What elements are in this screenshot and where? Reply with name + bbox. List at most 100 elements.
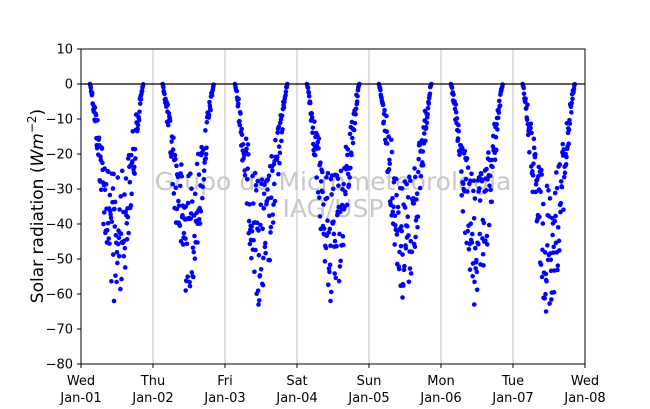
data-point: [335, 176, 341, 182]
data-point: [117, 207, 122, 212]
data-point: [123, 176, 129, 181]
data-point: [334, 243, 339, 249]
data-point: [387, 157, 392, 163]
x-tick-label-date: Jan-06: [419, 391, 461, 406]
data-point: [196, 172, 202, 177]
data-point: [260, 226, 265, 232]
data-point: [247, 202, 252, 207]
data-point: [409, 249, 415, 255]
data-point: [107, 241, 112, 246]
data-point: [465, 189, 470, 194]
data-point: [424, 120, 430, 126]
x-axis: Wed Jan-01 Thu Jan-02 Fri Jan-03 Sat Jan-04 Sun J…: [59, 364, 606, 406]
data-point: [390, 195, 395, 201]
data-point: [407, 266, 413, 271]
data-point: [322, 259, 328, 264]
data-point: [188, 171, 193, 176]
data-point: [122, 245, 128, 251]
data-point: [250, 173, 255, 179]
data-point: [423, 125, 429, 130]
data-point: [394, 232, 400, 237]
data-point: [176, 203, 182, 208]
data-point: [523, 96, 528, 101]
data-point: [245, 142, 251, 147]
data-point: [531, 136, 537, 142]
data-point: [318, 160, 323, 166]
data-point: [206, 112, 212, 118]
data-point: [270, 168, 275, 174]
data-point: [189, 270, 195, 275]
data-point: [465, 165, 471, 170]
data-point: [551, 290, 557, 295]
data-point: [336, 183, 341, 189]
data-point: [391, 204, 396, 210]
data-point: [316, 136, 322, 141]
data-point: [338, 168, 344, 174]
data-point: [471, 215, 477, 221]
data-point: [132, 171, 137, 176]
data-point: [167, 118, 173, 124]
data-point: [203, 151, 209, 157]
data-point: [468, 221, 474, 227]
data-point: [177, 223, 183, 229]
data-point: [536, 174, 541, 179]
data-point: [536, 164, 542, 170]
data-point: [489, 199, 495, 205]
data-point: [483, 188, 489, 193]
data-point: [323, 245, 329, 251]
data-point: [243, 136, 249, 142]
data-point: [496, 98, 502, 104]
data-point: [487, 183, 492, 188]
data-point: [413, 234, 418, 240]
x-tick-label-date: Jan-08: [563, 391, 605, 406]
y-tick-label: −60: [46, 288, 73, 303]
data-point: [244, 146, 249, 152]
data-point: [307, 100, 313, 106]
data-point: [543, 271, 549, 277]
data-point: [494, 122, 499, 127]
data-point: [485, 177, 490, 182]
y-axis-label-suffix: ): [28, 109, 48, 116]
data-point: [495, 115, 501, 121]
data-point: [353, 112, 358, 117]
data-point: [332, 238, 338, 244]
data-point: [198, 208, 204, 214]
data-point: [309, 111, 315, 116]
data-point: [249, 224, 255, 229]
y-tick-label: −70: [46, 323, 73, 338]
data-points: [87, 81, 578, 314]
data-point: [98, 154, 103, 160]
data-point: [321, 202, 326, 207]
data-point: [102, 187, 108, 193]
data-point: [455, 136, 461, 141]
data-point: [130, 159, 135, 164]
data-point: [89, 90, 95, 96]
x-tick-label-day: Wed: [67, 374, 95, 389]
data-point: [400, 283, 406, 288]
data-point: [268, 195, 274, 200]
data-point: [110, 252, 116, 257]
data-point: [352, 120, 358, 126]
data-point: [538, 262, 544, 267]
data-point: [396, 266, 402, 272]
data-point: [521, 91, 527, 97]
data-point: [408, 178, 413, 183]
data-point: [305, 85, 311, 91]
data-point: [133, 156, 138, 161]
data-point: [325, 282, 331, 288]
data-point: [474, 269, 480, 275]
data-point: [540, 201, 546, 207]
data-point: [234, 88, 240, 94]
data-point: [242, 172, 248, 178]
data-point: [531, 161, 536, 167]
data-point: [208, 107, 213, 113]
data-point: [119, 168, 125, 174]
x-tick-label-day: Wed: [571, 374, 599, 389]
data-point: [128, 152, 134, 158]
data-point: [254, 220, 260, 226]
data-point: [477, 231, 483, 237]
data-point: [330, 186, 336, 192]
data-point: [128, 203, 134, 208]
data-point: [320, 189, 325, 195]
data-point: [398, 243, 404, 249]
